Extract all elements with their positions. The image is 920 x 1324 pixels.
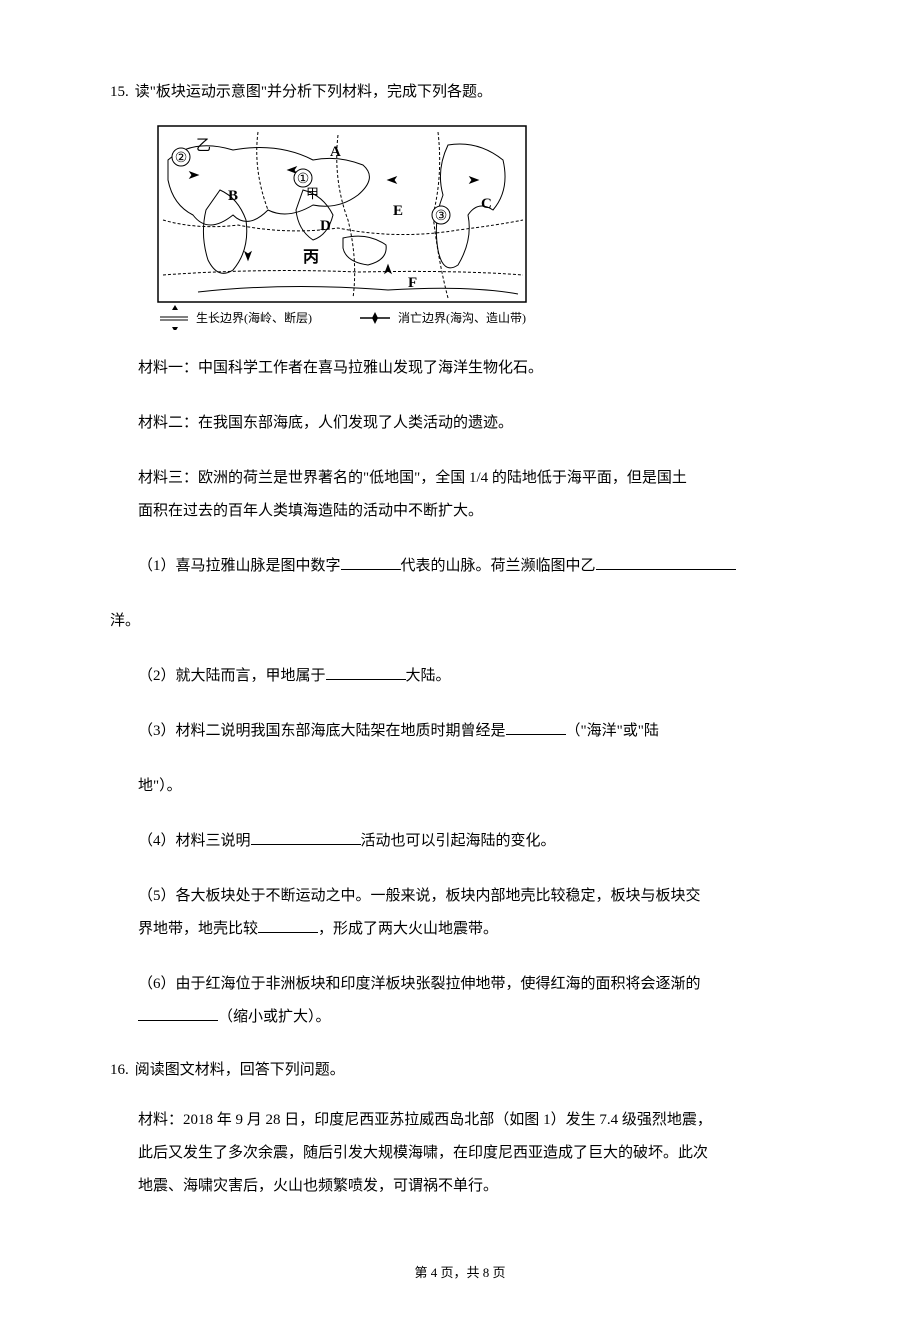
legend-grow-icon — [160, 305, 188, 330]
q16-m-1b: 2018 — [183, 1112, 213, 1128]
label-D: D — [320, 218, 331, 234]
material-3-line2: 面积在过去的百年人类填海造陆的活动中不断扩大。 — [138, 503, 483, 519]
q16-m-1h: 1 — [543, 1112, 551, 1128]
sub-q4-a: （4）材料三说明 — [138, 833, 251, 849]
footer-suffix: 页 — [489, 1265, 505, 1280]
blank-q1-2[interactable] — [596, 555, 736, 570]
sub-q1-b: 代表的山脉。荷兰濒临图中乙 — [401, 558, 596, 574]
q16-m-1j: 7.4 — [599, 1112, 618, 1128]
plate-map-svg: ② ① ③ 乙 A B C D E F 甲 丙 — [138, 120, 538, 330]
legend-grow-text: 生长边界(海岭、断层) — [196, 310, 312, 325]
label-A: A — [330, 144, 341, 160]
page-footer: 第 4 页，共 8 页 — [110, 1263, 810, 1284]
sub-q5-c: ，形成了两大火山地震带。 — [318, 921, 498, 937]
material-3-line1: 材料三：欧洲的荷兰是世界著名的"低地国"，全国 1/4 的陆地低于海平面，但是国… — [138, 470, 687, 486]
sub-q3-a: （3）材料二说明我国东部海底大陆架在地质时期曾经是 — [138, 723, 506, 739]
material-1: 材料一：中国科学工作者在喜马拉雅山发现了海洋生物化石。 — [138, 352, 810, 385]
label-yi: 乙 — [196, 138, 211, 154]
sub-q3-c: 地"）。 — [138, 770, 810, 803]
question-15: 15. 读"板块运动示意图"并分析下列材料，完成下列各题。 — [110, 80, 810, 1034]
q16-m-1a: 材料： — [138, 1112, 183, 1128]
q16-m-1g: 日，印度尼西亚苏拉威西岛北部（如图 — [281, 1112, 544, 1128]
sub-q2-a: （2）就大陆而言，甲地属于 — [138, 668, 326, 684]
sub-q5: （5）各大板块处于不断运动之中。一般来说，板块内部地壳比较稳定，板块与板块交 界… — [138, 880, 810, 946]
blank-q5[interactable] — [258, 918, 318, 933]
material-3: 材料三：欧洲的荷兰是世界著名的"低地国"，全国 1/4 的陆地低于海平面，但是国… — [138, 462, 810, 528]
question-16: 16. 阅读图文材料，回答下列问题。 材料：2018 年 9 月 28 日，印度… — [110, 1058, 810, 1203]
circled-2: ② — [175, 151, 188, 166]
legend-die-text: 消亡边界(海沟、造山带) — [398, 310, 526, 325]
q16-m-1e: 月 — [243, 1112, 266, 1128]
footer-prefix: 第 — [414, 1265, 430, 1280]
sub-q3: （3）材料二说明我国东部海底大陆架在地质时期曾经是 （"海洋"或"陆 — [138, 715, 810, 748]
blank-q1-1[interactable] — [341, 555, 401, 570]
blank-q4[interactable] — [251, 830, 361, 845]
question-15-header: 15. 读"板块运动示意图"并分析下列材料，完成下列各题。 — [110, 80, 810, 104]
sub-q4-b: 活动也可以引起海陆的变化。 — [361, 833, 556, 849]
plate-tectonics-figure: ② ① ③ 乙 A B C D E F 甲 丙 — [138, 120, 810, 330]
circled-3: ③ — [435, 209, 448, 224]
question-16-header: 16. 阅读图文材料，回答下列问题。 — [110, 1058, 810, 1082]
sub-q6-a: （6）由于红海位于非洲板块和印度洋板块张裂拉伸地带，使得红海的面积将会逐渐的 — [138, 976, 701, 992]
material-2: 材料二：在我国东部海底，人们发现了人类活动的遗迹。 — [138, 407, 810, 440]
sub-q2-b: 大陆。 — [406, 668, 451, 684]
q16-m-3: 地震、海啸灾害后，火山也频繁喷发，可谓祸不单行。 — [138, 1178, 498, 1194]
sub-q1-c: 洋。 — [110, 605, 810, 638]
q16-m-1i: ）发生 — [551, 1112, 600, 1128]
q16-m-1d: 9 — [236, 1112, 244, 1128]
q16-m-2: 此后又发生了多次余震，随后引发大规模海啸，在印度尼西亚造成了巨大的破坏。此次 — [138, 1145, 708, 1161]
label-jia: 甲 — [306, 186, 319, 201]
sub-q5-a: （5）各大板块处于不断运动之中。一般来说，板块内部地壳比较稳定，板块与板块交 — [138, 888, 701, 904]
sub-q1: （1）喜马拉雅山脉是图中数字 代表的山脉。荷兰濒临图中乙 — [138, 550, 810, 583]
question-15-number: 15. — [110, 80, 129, 104]
footer-mid: 页，共 — [437, 1265, 483, 1280]
sub-q1-a: （1）喜马拉雅山脉是图中数字 — [138, 558, 341, 574]
blank-q2[interactable] — [326, 665, 406, 680]
circled-1: ① — [297, 172, 310, 187]
label-bing: 丙 — [303, 248, 319, 266]
question-16-prompt: 阅读图文材料，回答下列问题。 — [135, 1058, 345, 1082]
q16-m-1f: 28 — [266, 1112, 281, 1128]
question-16-number: 16. — [110, 1058, 129, 1082]
label-C: C — [481, 196, 492, 212]
question-15-prompt: 读"板块运动示意图"并分析下列材料，完成下列各题。 — [135, 80, 492, 104]
sub-q5-b: 界地带，地壳比较 — [138, 921, 258, 937]
label-F: F — [408, 275, 417, 291]
sub-q3-b: （"海洋"或"陆 — [566, 723, 659, 739]
sub-q4: （4）材料三说明 活动也可以引起海陆的变化。 — [138, 825, 810, 858]
legend-die-icon — [360, 312, 390, 324]
blank-q6[interactable] — [138, 1006, 218, 1021]
label-E: E — [393, 203, 403, 219]
sub-q6: （6）由于红海位于非洲板块和印度洋板块张裂拉伸地带，使得红海的面积将会逐渐的 （… — [138, 968, 810, 1034]
sub-q2: （2）就大陆而言，甲地属于 大陆。 — [138, 660, 810, 693]
q16-m-1c: 年 — [213, 1112, 236, 1128]
sub-q6-b: （缩小或扩大）。 — [218, 1009, 331, 1025]
label-B: B — [228, 188, 238, 204]
q16-m-1k: 级强烈地震， — [618, 1112, 712, 1128]
blank-q3[interactable] — [506, 720, 566, 735]
q16-material: 材料：2018 年 9 月 28 日，印度尼西亚苏拉威西岛北部（如图 1）发生 … — [138, 1104, 810, 1203]
